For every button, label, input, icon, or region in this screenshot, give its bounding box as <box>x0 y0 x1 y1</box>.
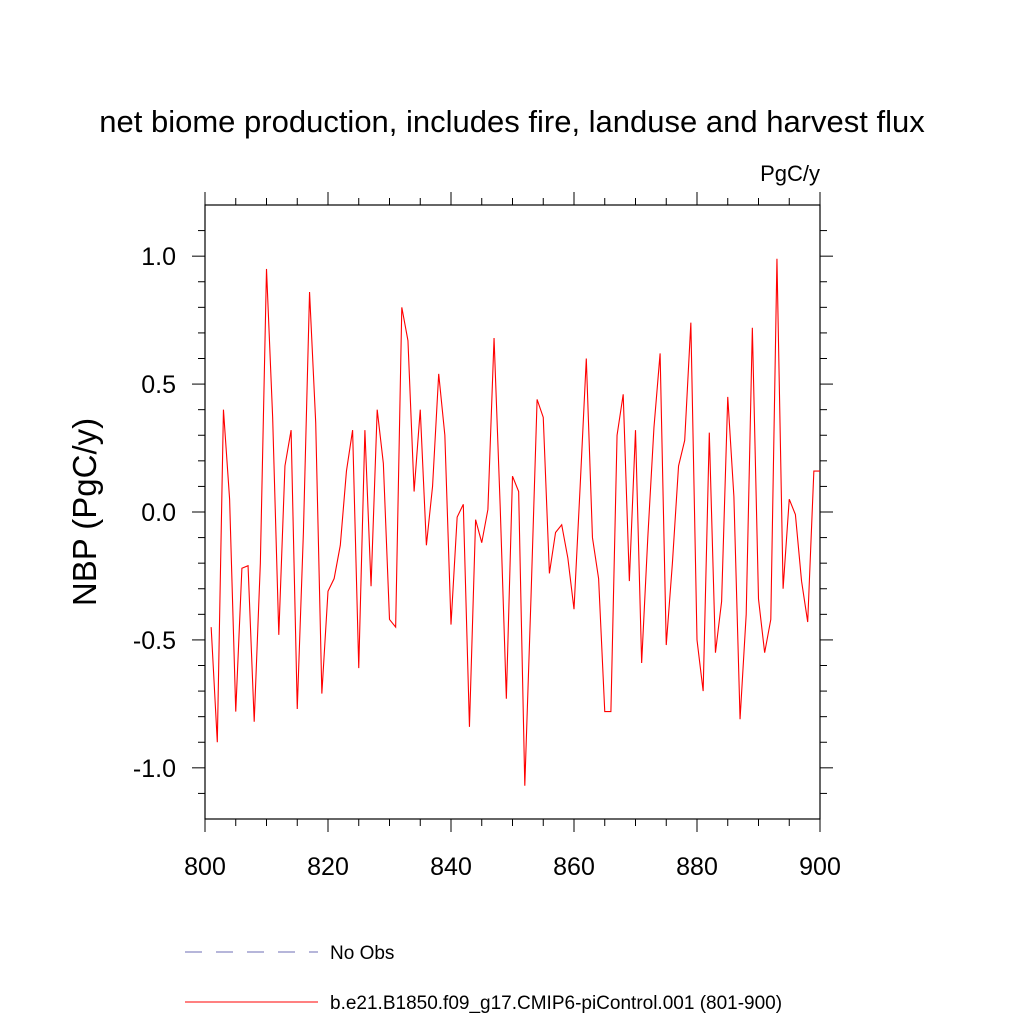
x-tick-label: 860 <box>553 853 595 881</box>
y-tick-label: 0.0 <box>141 499 176 527</box>
legend: No Obs b.e21.B1850.f09_g17.CMIP6-piContr… <box>185 943 782 1014</box>
y-tick-label: 1.0 <box>141 243 176 271</box>
legend-no-obs-label: No Obs <box>330 943 394 964</box>
x-tick-label: 800 <box>184 853 226 881</box>
axis-tick-labels: 800 820 840 860 880 900 -1.0 -0.5 0.0 0.5 1.0 <box>133 243 841 881</box>
plot-area: 800 820 840 860 880 900 -1.0 -0.5 0.0 0.5 1.0 <box>133 192 841 881</box>
units-label: PgC/y <box>760 161 820 186</box>
y-axis-label: NBP (PgC/y) <box>66 418 103 606</box>
y-tick-label: 0.5 <box>141 371 176 399</box>
series-layer <box>210 258 820 786</box>
x-tick-label: 840 <box>430 853 472 881</box>
x-tick-label: 900 <box>799 853 841 881</box>
y-tick-label: -1.0 <box>133 755 176 783</box>
x-tick-label: 820 <box>307 853 349 881</box>
y-tick-label: -0.5 <box>133 627 176 655</box>
x-tick-label: 880 <box>676 853 718 881</box>
plot-frame <box>204 204 821 820</box>
chart-title: net biome production, includes fire, lan… <box>99 104 925 139</box>
axis-ticks <box>192 192 833 832</box>
legend-model-label: b.e21.B1850.f09_g17.CMIP6-piControl.001 … <box>330 993 782 1014</box>
series-line-0 <box>210 258 820 786</box>
